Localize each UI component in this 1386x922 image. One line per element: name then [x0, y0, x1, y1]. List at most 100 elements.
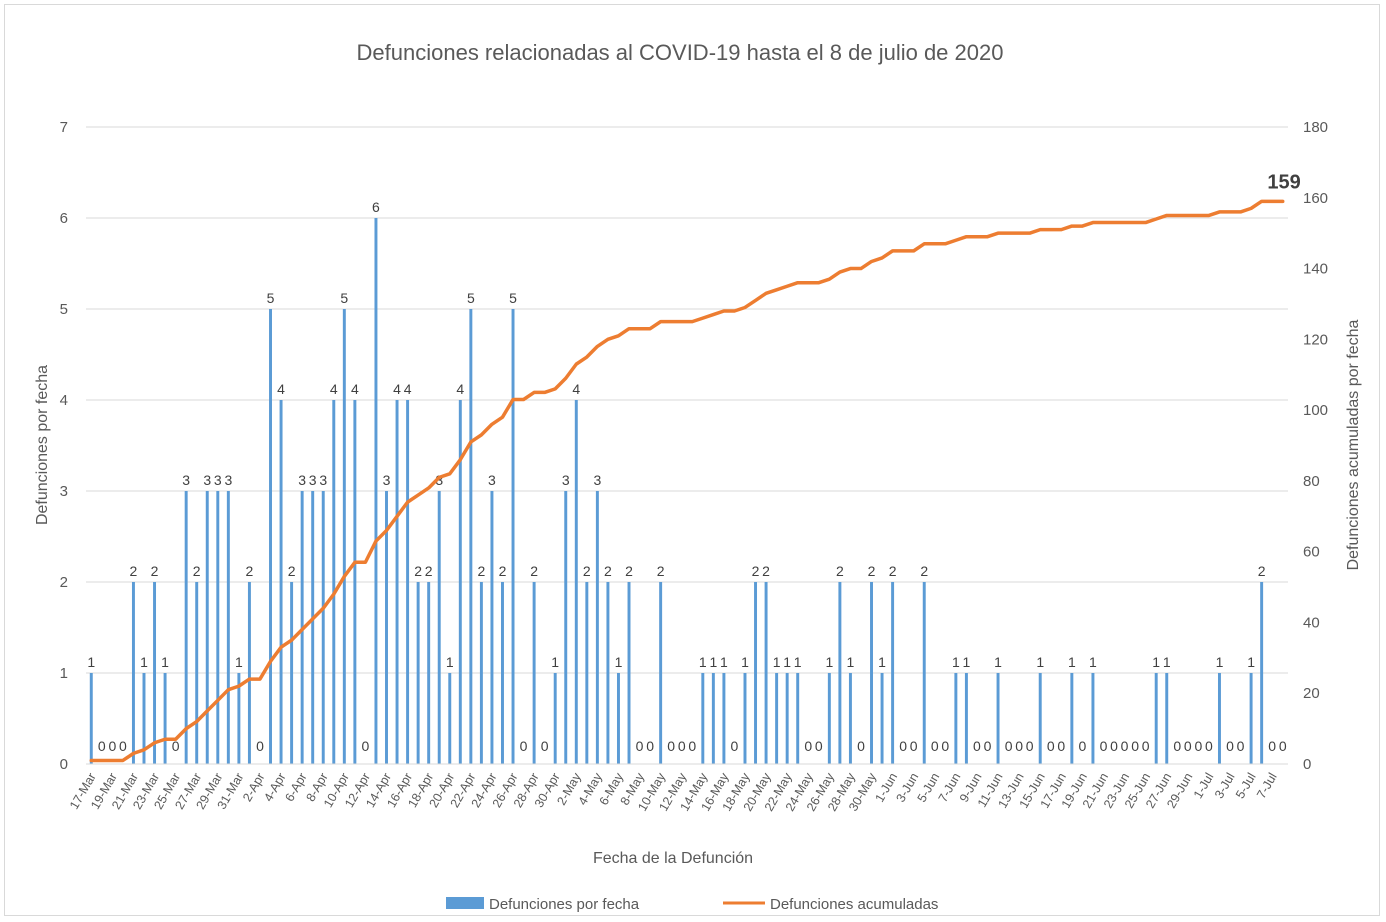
bar-data-label: 0: [256, 738, 264, 754]
bar: [595, 491, 599, 764]
bar-data-label: 1: [140, 654, 148, 670]
y-tick-label: 3: [60, 483, 68, 500]
bar: [163, 673, 167, 764]
bar: [1070, 673, 1074, 764]
bar-data-label: 0: [1184, 738, 1192, 754]
bar-data-label: 0: [362, 738, 370, 754]
bar-data-label: 0: [731, 738, 739, 754]
bar: [1260, 582, 1264, 764]
bar: [416, 582, 420, 764]
bar: [406, 400, 410, 764]
bar: [269, 309, 272, 764]
bar-data-label: 1: [994, 654, 1002, 670]
bar-data-label: 2: [130, 563, 138, 579]
bar-data-label: 2: [151, 563, 159, 579]
bar-data-label: 3: [435, 472, 443, 488]
bar-data-label: 4: [277, 381, 285, 397]
y-axis-label: Defunciones por fecha: [34, 365, 51, 525]
bar-data-label: 2: [920, 563, 928, 579]
bar: [659, 582, 663, 764]
bar: [922, 582, 926, 764]
bar-data-label: 0: [984, 738, 992, 754]
bar-data-label: 5: [267, 290, 275, 306]
bar: [195, 582, 199, 764]
bar-data-label: 1: [825, 654, 833, 670]
right-axis-ticks: 0 20 40 60 80 100 120 140 160 180: [1303, 119, 1328, 773]
bar-data-label: 0: [1142, 738, 1150, 754]
bar-data-label: 2: [530, 563, 538, 579]
bar: [448, 673, 452, 764]
bar: [1165, 673, 1169, 764]
y-tick-label: 5: [60, 301, 68, 318]
bar-data-label: 0: [108, 738, 116, 754]
bar-data-label: 0: [1268, 738, 1276, 754]
bar: [332, 400, 336, 764]
bar-data-label: 2: [889, 563, 897, 579]
bar: [321, 491, 325, 764]
bar: [785, 673, 789, 764]
bar: [891, 582, 895, 764]
bar: [89, 673, 93, 764]
bar-data-label: 0: [1005, 738, 1013, 754]
y-tick-label: 6: [60, 210, 68, 227]
bar: [564, 491, 568, 764]
bar-data-label: 0: [931, 738, 939, 754]
bar-data-label: 3: [593, 472, 601, 488]
bar: [226, 491, 230, 764]
bar-data-label: 1: [783, 654, 791, 670]
bar-data-label: 1: [1068, 654, 1076, 670]
x-axis-ticks: 17-Mar19-Mar21-Mar23-Mar25-Mar27-Mar29-M…: [67, 770, 1280, 814]
bar-data-label: 2: [752, 563, 760, 579]
bar-data-label: 0: [520, 738, 528, 754]
bar: [627, 582, 631, 764]
x-axis-label: Fecha de la Defunción: [593, 850, 753, 867]
bar-data-label: 1: [794, 654, 802, 670]
bar: [848, 673, 852, 764]
bar: [501, 582, 504, 764]
bar: [142, 673, 146, 764]
y-tick-label: 2: [60, 574, 68, 591]
bar: [743, 673, 747, 764]
gridlines: [86, 126, 1288, 674]
bar-data-label: 3: [319, 472, 327, 488]
bar: [574, 400, 578, 764]
bar: [216, 491, 220, 764]
bar-data-label: 3: [224, 472, 232, 488]
y2-tick-label: 120: [1303, 331, 1328, 348]
bar-data-label: 0: [815, 738, 823, 754]
bar: [437, 491, 441, 764]
bar-data-label: 3: [182, 472, 190, 488]
bar-data-label: 0: [941, 738, 949, 754]
y2-tick-label: 140: [1303, 261, 1328, 278]
bar: [342, 309, 346, 764]
bar-data-label: 0: [1173, 738, 1181, 754]
bar: [754, 582, 758, 764]
y2-tick-label: 100: [1303, 402, 1328, 419]
bar-data-label: 6: [372, 199, 380, 215]
bar-data-label: 1: [1152, 654, 1160, 670]
bar: [353, 400, 357, 764]
bar: [616, 673, 620, 764]
bar-data-label: 1: [446, 654, 454, 670]
bar-data-label: 1: [1247, 654, 1255, 670]
line-series: [89, 199, 1285, 763]
bar-data-label: 1: [1089, 654, 1097, 670]
bar-data-label: 1: [720, 654, 728, 670]
bar-data-label: 1: [87, 654, 95, 670]
bar-data-label: 0: [1100, 738, 1108, 754]
bar: [996, 673, 1000, 764]
bar-data-label: 1: [1216, 654, 1224, 670]
bar: [479, 582, 483, 764]
bar-data-label: 4: [330, 381, 338, 397]
bar-data-label: 1: [878, 654, 886, 670]
bar: [131, 582, 135, 764]
bar-data-label: 0: [1078, 738, 1086, 754]
bar-data-label: 0: [1047, 738, 1055, 754]
y-tick-label: 7: [60, 119, 68, 136]
bar: [964, 673, 968, 764]
bar-data-label: 3: [309, 472, 317, 488]
bar-data-label: 0: [667, 738, 675, 754]
y2-tick-label: 0: [1303, 756, 1311, 773]
bar-data-label: 3: [488, 472, 496, 488]
